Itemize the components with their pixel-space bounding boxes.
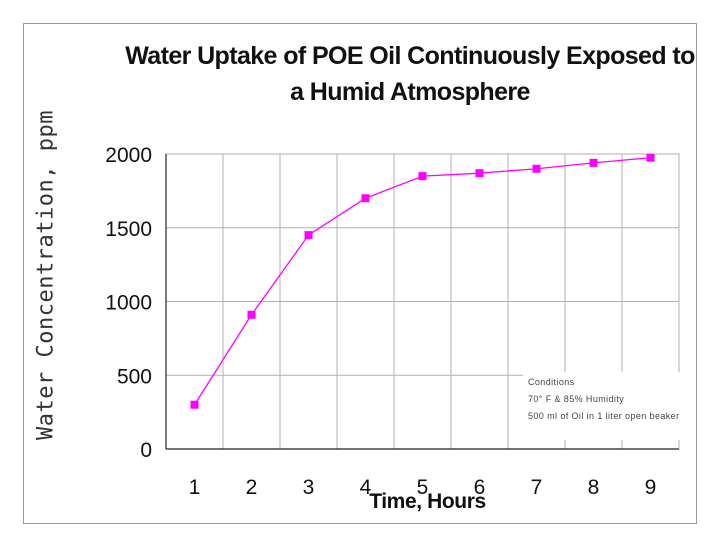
x-tick-label: 8	[588, 476, 600, 499]
conditions-annotation: Conditions 70° F & 85% Humidity 500 ml o…	[523, 372, 691, 440]
data-point-marker	[475, 169, 484, 178]
y-tick-label: 2000	[105, 144, 152, 167]
chart-title: Water Uptake of POE Oil Continuously Exp…	[125, 42, 695, 106]
x-tick-label: 6	[474, 476, 486, 499]
data-point-marker	[646, 153, 655, 162]
y-tick-label: 500	[117, 365, 152, 388]
conditions-heading: Conditions	[528, 377, 575, 387]
conditions-climate: 70° F & 85% Humidity	[528, 394, 625, 404]
x-tick-label: 7	[531, 476, 543, 499]
data-point-marker	[532, 164, 541, 173]
x-tick-label: 4	[360, 476, 372, 499]
x-tick-label: 9	[645, 476, 657, 499]
x-tick-label: 5	[417, 476, 429, 499]
x-tick-label: 1	[189, 476, 201, 499]
data-point-marker	[247, 310, 256, 319]
x-tick-label: 2	[246, 476, 258, 499]
y-tick-label: 1500	[105, 218, 152, 241]
y-tick-label: 0	[140, 439, 152, 462]
data-point-marker	[361, 194, 370, 203]
data-point-marker	[304, 231, 313, 240]
figure-frame	[23, 23, 697, 524]
data-point-marker	[589, 158, 598, 167]
x-axis-label: Time, Hours	[369, 490, 486, 513]
x-tick-label: 3	[303, 476, 315, 499]
y-tick-label: 1000	[105, 292, 152, 315]
data-point-marker	[418, 172, 427, 181]
data-point-marker	[190, 400, 199, 409]
series-line	[193, 157, 651, 406]
conditions-sample: 500 ml of Oil in 1 liter open beaker	[528, 411, 680, 421]
